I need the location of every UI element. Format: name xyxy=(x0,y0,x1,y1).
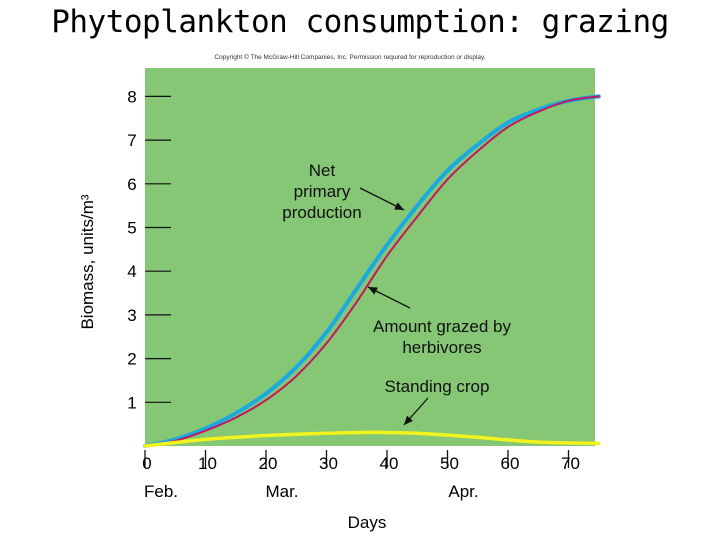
net-primary-annotation-line: production xyxy=(282,203,361,222)
net-primary-annotation-line: Net xyxy=(309,161,336,180)
plot-background xyxy=(145,68,595,446)
x-tick-label: 60 xyxy=(501,454,520,473)
slide-title: Phytoplankton consumption: grazing xyxy=(51,4,669,40)
month-label: Feb. xyxy=(144,482,178,501)
y-tick-label: 6 xyxy=(127,175,136,194)
x-tick-label: 40 xyxy=(380,454,399,473)
x-tick-label: 10 xyxy=(198,454,217,473)
x-tick-label: 50 xyxy=(440,454,459,473)
month-label: Mar. xyxy=(265,482,298,501)
x-tick-label: 0 xyxy=(142,454,151,473)
y-tick-label: 8 xyxy=(127,87,136,106)
month-label: Apr. xyxy=(448,482,478,501)
y-tick-label: 2 xyxy=(127,350,136,369)
y-tick-label: 4 xyxy=(127,262,136,281)
x-axis-title: Days xyxy=(348,513,387,532)
standing-crop-annotation-line: Standing crop xyxy=(385,377,490,396)
x-tick-label: 30 xyxy=(319,454,338,473)
x-tick-label: 70 xyxy=(561,454,580,473)
y-axis-title: Biomass, units/m³ xyxy=(78,194,97,329)
x-tick-label: 20 xyxy=(259,454,278,473)
y-tick-label: 5 xyxy=(127,219,136,238)
y-tick-label: 7 xyxy=(127,131,136,150)
standing-crop-line xyxy=(143,430,601,448)
copyright-notice: Copyright © The McGraw-Hill Companies, I… xyxy=(214,54,486,61)
net-primary-annotation-line: primary xyxy=(294,182,351,201)
net-primary-annotation-arrowhead xyxy=(394,202,404,210)
grazed-annotation-arrowhead xyxy=(368,287,378,295)
amount-grazed-line xyxy=(144,95,600,447)
standing-crop-annotation-arrowhead xyxy=(404,415,413,425)
y-tick-label: 1 xyxy=(127,393,136,412)
grazed-annotation-line: Amount grazed by xyxy=(373,317,511,336)
y-tick-label: 3 xyxy=(127,306,136,325)
grazed-annotation-line: herbivores xyxy=(402,338,481,357)
net-primary-production-line xyxy=(143,94,601,448)
